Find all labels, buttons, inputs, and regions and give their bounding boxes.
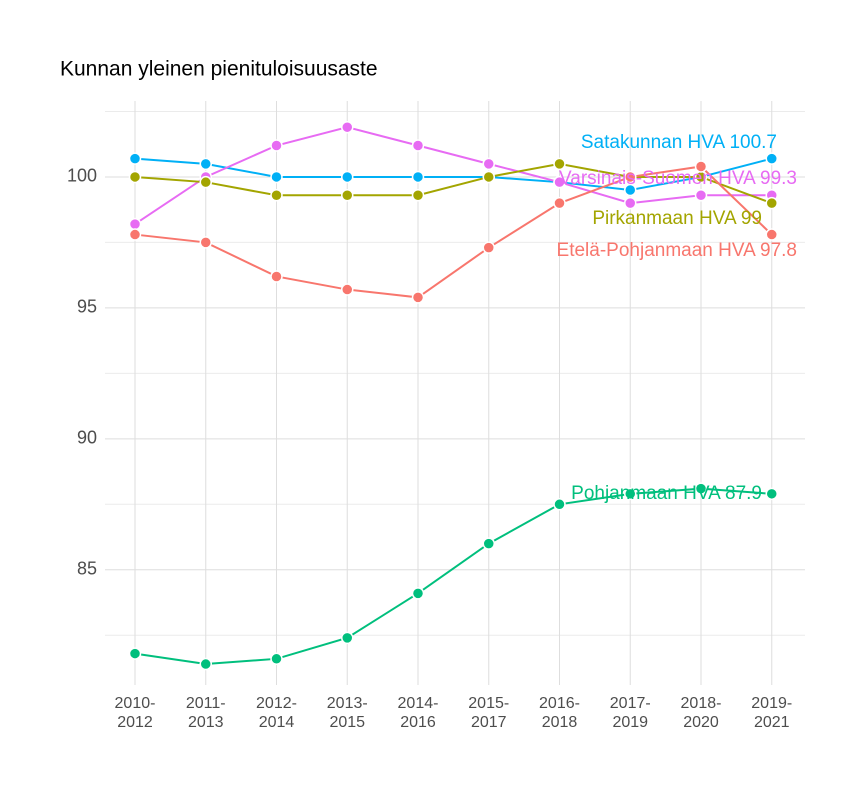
point	[128, 647, 142, 660]
point	[411, 170, 425, 184]
y-tick-label: 85	[77, 559, 97, 579]
point	[411, 587, 425, 600]
x-tick-label: 2017- 2019	[609, 695, 651, 731]
point	[270, 139, 283, 152]
point	[341, 631, 354, 645]
point	[694, 160, 708, 173]
point	[482, 170, 495, 184]
point	[553, 175, 566, 189]
series-label: Pohjanmaan HVA 87.9	[571, 483, 762, 504]
x-tick-label: 2015- 2017	[468, 695, 510, 731]
point	[553, 157, 566, 171]
point	[624, 183, 637, 197]
point	[765, 228, 778, 241]
series-label: Satakunnan HVA 100.7	[581, 132, 777, 153]
point	[128, 152, 142, 165]
y-tick-label: 90	[77, 428, 97, 448]
chart-title: Kunnan yleinen pienituloisuusaste	[60, 58, 378, 81]
point	[199, 175, 212, 189]
series-label: Etelä-Pohjanmaan HVA 97.8	[557, 240, 797, 261]
point	[624, 487, 637, 501]
point	[765, 196, 778, 210]
series-line	[134, 126, 772, 225]
point	[411, 139, 425, 152]
point	[694, 482, 708, 495]
x-tick-label: 2012- 2014	[256, 695, 297, 731]
point	[341, 120, 354, 134]
series-line	[134, 162, 773, 205]
y-tick-label: 95	[77, 297, 97, 317]
point	[270, 189, 283, 202]
point	[553, 498, 566, 511]
point	[482, 537, 495, 550]
x-tick-label: 2010- 2012	[114, 695, 156, 731]
point	[270, 170, 283, 184]
point	[199, 157, 212, 171]
point	[128, 228, 142, 241]
point	[411, 291, 425, 304]
series-label: Varsinais-Suomen HVA 99.3	[559, 168, 797, 189]
point	[199, 657, 212, 671]
point	[765, 487, 778, 501]
point	[341, 170, 354, 184]
point	[199, 236, 212, 249]
x-tick-label: 2019- 2021	[751, 695, 793, 731]
series-label: Pirkanmaan HVA 99	[592, 208, 762, 229]
point	[128, 217, 142, 231]
point	[624, 170, 637, 184]
x-tick-label: 2011- 2013	[185, 695, 226, 731]
point	[482, 157, 495, 171]
x-tick-label: 2014- 2016	[397, 695, 439, 731]
x-tick-label: 2013- 2015	[326, 695, 368, 731]
point	[553, 196, 566, 210]
point	[765, 152, 778, 165]
point	[482, 241, 495, 254]
point	[341, 189, 354, 202]
point	[694, 189, 708, 202]
point	[341, 283, 354, 296]
point	[411, 189, 425, 202]
point	[624, 196, 637, 210]
point	[270, 652, 283, 666]
series-line	[134, 487, 772, 666]
series-line	[134, 157, 773, 192]
series-line	[134, 165, 773, 299]
y-tick-label: 100	[67, 166, 97, 186]
point	[270, 270, 283, 283]
x-tick-label: 2016- 2018	[539, 695, 580, 731]
point	[128, 170, 142, 184]
x-tick-label: 2018- 2020	[680, 695, 722, 731]
